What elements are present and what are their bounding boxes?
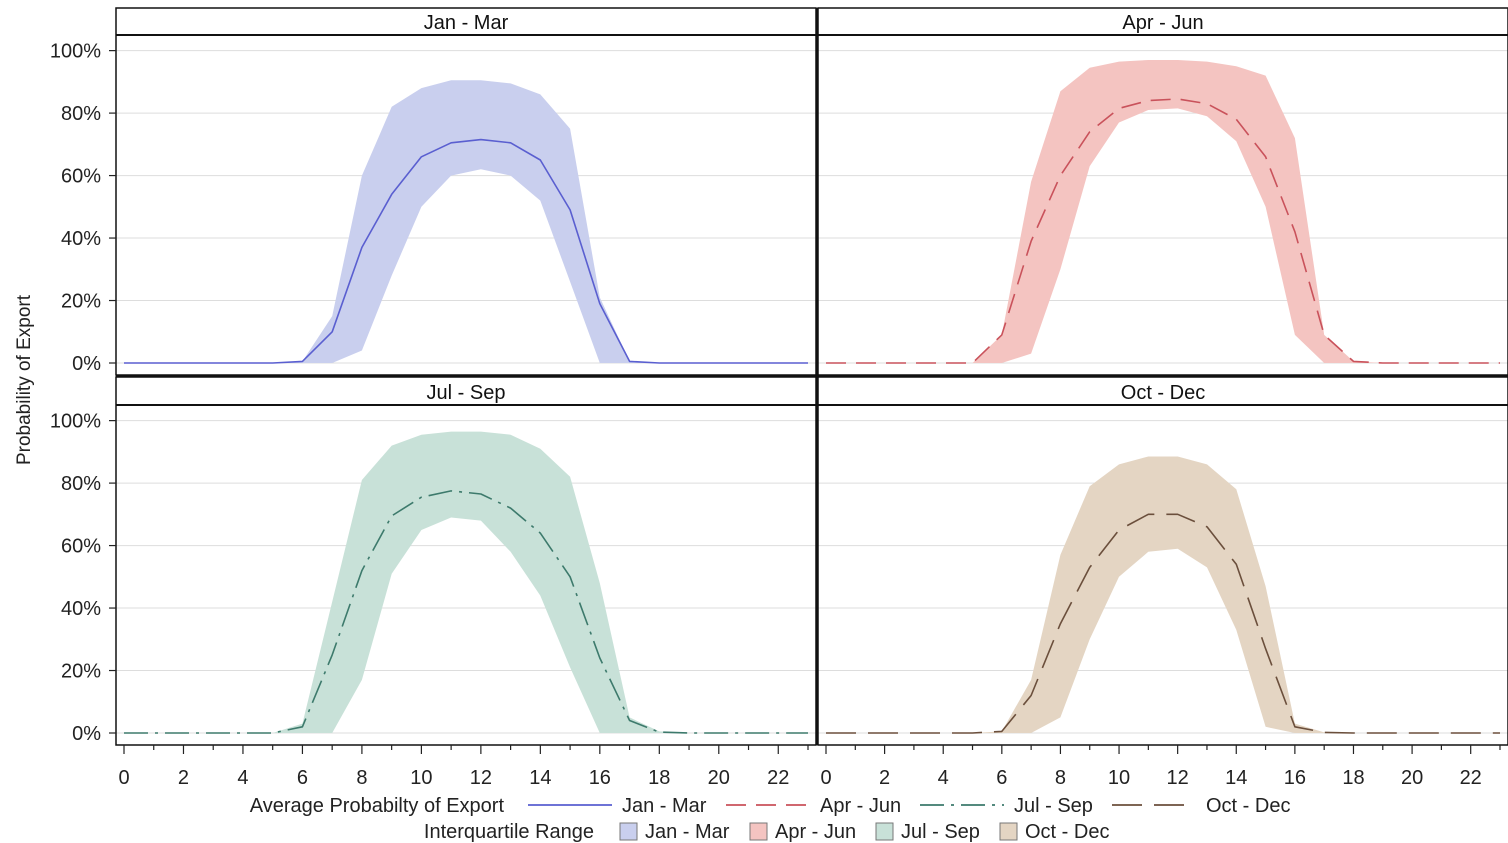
x-tick-label: 10 xyxy=(1108,767,1130,789)
x-tick-label: 2 xyxy=(178,767,189,789)
y-tick-label: 100% xyxy=(50,411,101,433)
y-tick-label: 60% xyxy=(61,166,101,188)
x-tick-label: 12 xyxy=(1167,767,1189,789)
line-layer xyxy=(124,98,1500,734)
legend-band-swatch-jul-sep xyxy=(875,822,894,841)
legend-line-label-jan-mar: Jan - Mar xyxy=(622,795,707,817)
y-tick-label: 40% xyxy=(61,598,101,620)
legend-line-title: Average Probabilty of Export xyxy=(250,795,505,817)
panel-frame xyxy=(115,7,817,376)
y-tick-label: 80% xyxy=(61,473,101,495)
legend-band-title: Interquartile Range xyxy=(424,821,594,843)
mean-line-oct-dec xyxy=(826,513,1500,734)
mean-line-jan-mar xyxy=(124,138,808,364)
legend-band-label-oct-dec: Oct - Dec xyxy=(1025,821,1109,843)
legend-band-swatch-oct-dec xyxy=(999,822,1018,841)
panel-title-jul-sep: Jul - Sep xyxy=(427,382,506,404)
y-axis-title: Probability of Export xyxy=(14,294,35,465)
x-tick-label: 20 xyxy=(708,767,730,789)
iqr-band-apr-jun xyxy=(826,60,1500,363)
y-tick-label: 0% xyxy=(72,723,101,745)
x-tick-label: 0 xyxy=(820,767,831,789)
x-tick-label: 16 xyxy=(589,767,611,789)
legend-line-label-jul-sep: Jul - Sep xyxy=(1014,795,1093,817)
x-tick-label: 22 xyxy=(767,767,789,789)
panel-title-jan-mar: Jan - Mar xyxy=(424,12,509,34)
x-tick-label: 6 xyxy=(297,767,308,789)
x-tick-label: 12 xyxy=(470,767,492,789)
x-tick-label: 4 xyxy=(938,767,949,789)
iqr-band-oct-dec xyxy=(826,456,1500,733)
x-tick-label: 14 xyxy=(1225,767,1247,789)
x-tick-label: 0 xyxy=(118,767,129,789)
x-tick-label: 10 xyxy=(410,767,432,789)
x-tick-label: 18 xyxy=(648,767,670,789)
y-tick-label: 60% xyxy=(61,536,101,558)
legend-line-label-apr-jun: Apr - Jun xyxy=(820,795,901,817)
tick-layer: 0% 20% 40% 60% 80% 100% 0% 20% 40% 60% 80% 100% 0 2 4 6… xyxy=(50,41,1501,789)
iqr-band-jan-mar xyxy=(124,80,808,364)
y-tick-label: 40% xyxy=(61,228,101,250)
x-tick-label: 22 xyxy=(1460,767,1482,789)
x-tick-label: 6 xyxy=(996,767,1007,789)
legend-band-swatch-apr-jun xyxy=(749,822,768,841)
panel-frame xyxy=(817,376,1508,746)
y-tick-label: 80% xyxy=(61,103,101,125)
frame-layer: Jan - Mar Apr - Jun Jul - Sep Oct - Dec xyxy=(115,7,1508,746)
y-tick-label: 0% xyxy=(72,353,101,375)
panel-title-oct-dec: Oct - Dec xyxy=(1121,382,1205,404)
x-tick-label: 8 xyxy=(1055,767,1066,789)
grid-layer xyxy=(116,50,1508,734)
y-tick-label: 20% xyxy=(61,661,101,683)
x-tick-label: 20 xyxy=(1401,767,1423,789)
legend-band-swatch-jan-mar xyxy=(619,822,638,841)
x-tick-label: 8 xyxy=(356,767,367,789)
panel-title-apr-jun: Apr - Jun xyxy=(1122,12,1203,34)
band-layer xyxy=(124,60,1500,733)
mean-line-jul-sep xyxy=(124,490,808,734)
legend-band-label-jul-sep: Jul - Sep xyxy=(901,821,980,843)
legend-band-label-jan-mar: Jan - Mar xyxy=(645,821,730,843)
x-tick-label: 14 xyxy=(529,767,551,789)
mean-line-apr-jun xyxy=(826,98,1500,364)
legend: Average Probabilty of Export Interquarti… xyxy=(250,795,1291,843)
x-tick-label: 2 xyxy=(879,767,890,789)
x-tick-label: 16 xyxy=(1284,767,1306,789)
y-tick-label: 20% xyxy=(61,291,101,313)
iqr-band-jul-sep xyxy=(124,431,808,733)
x-tick-label: 18 xyxy=(1342,767,1364,789)
legend-line-label-oct-dec: Oct - Dec xyxy=(1206,795,1290,817)
y-tick-label: 100% xyxy=(50,41,101,63)
legend-band-label-apr-jun: Apr - Jun xyxy=(775,821,856,843)
x-tick-label: 4 xyxy=(237,767,248,789)
